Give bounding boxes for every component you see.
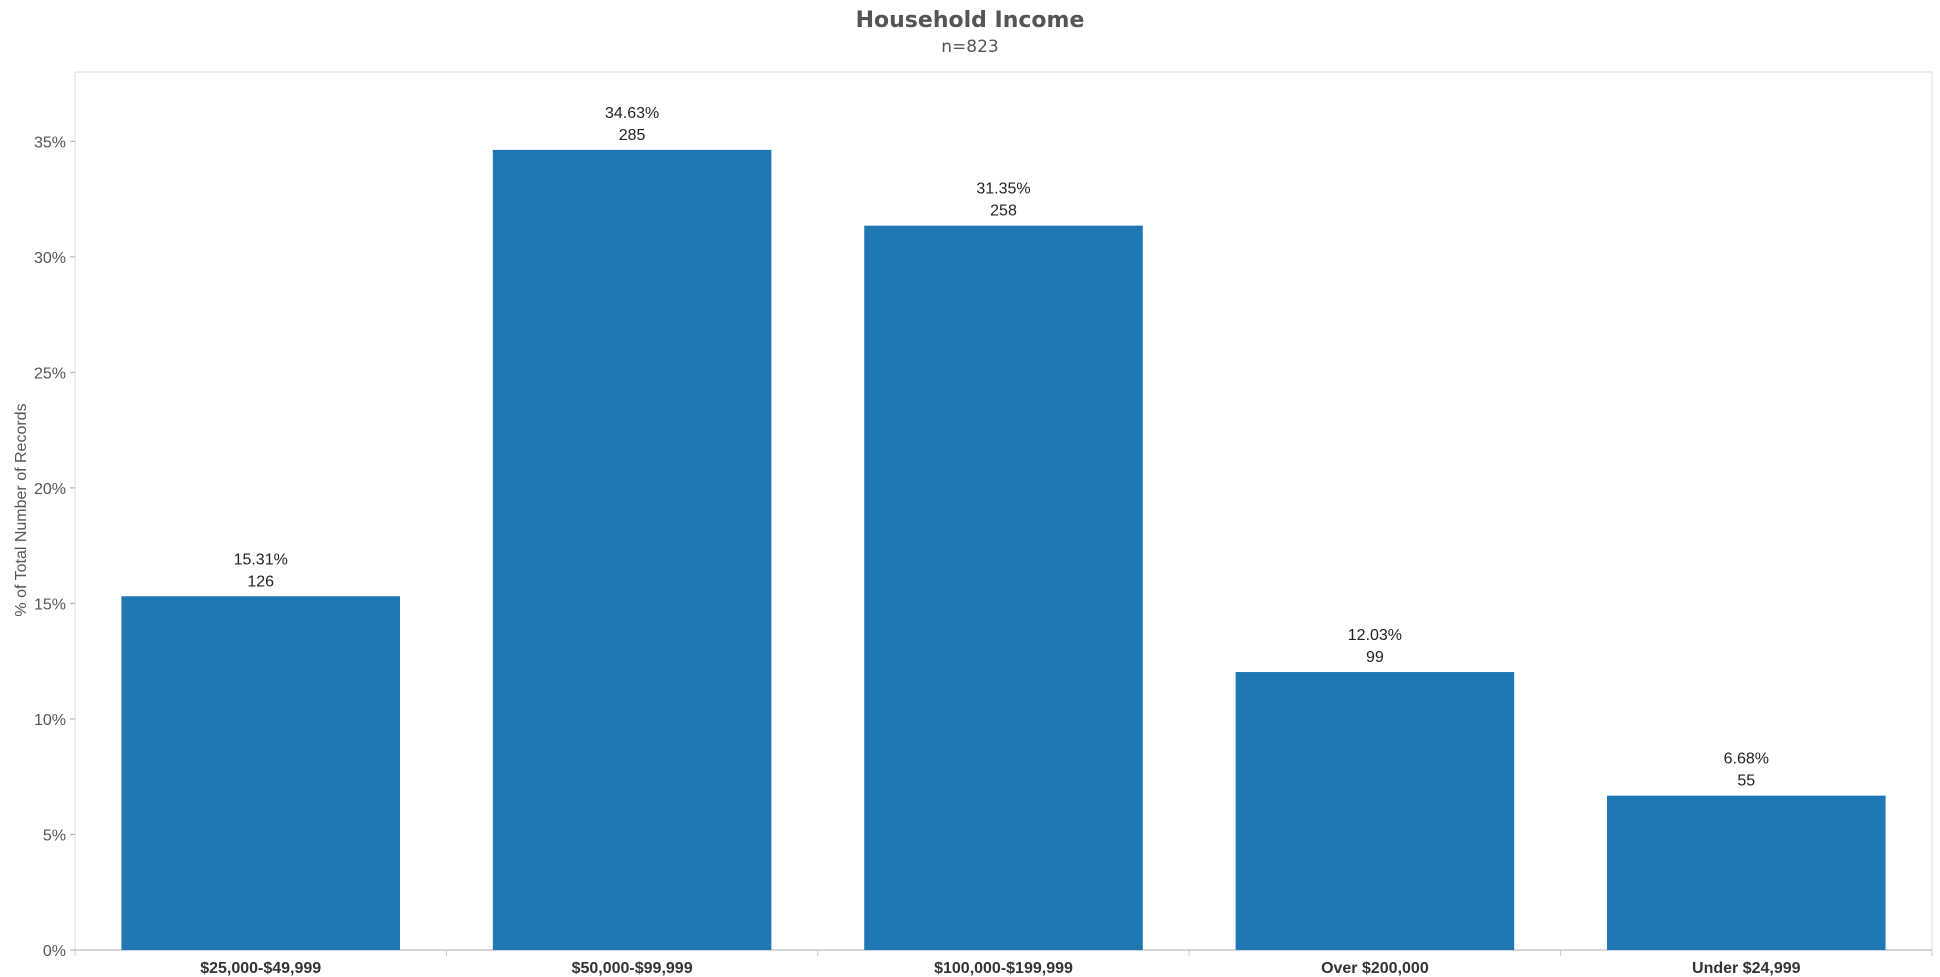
bar-count-label: 285 [619, 127, 646, 144]
bars [121, 149, 1886, 950]
x-category-label: Under $24,999 [1692, 960, 1801, 977]
bar-percent-label: 12.03% [1348, 627, 1402, 644]
chart-subtitle: n=823 [941, 37, 999, 57]
bar-count-label: 55 [1737, 773, 1755, 790]
chart-header: Household Income n=823 [0, 6, 1940, 58]
x-category-label: $50,000-$99,999 [572, 960, 693, 977]
y-tick-label: 25% [34, 365, 66, 382]
chart-title: Household Income [855, 8, 1085, 33]
bar [864, 225, 1143, 950]
y-axis: 0% 5% 10% 15% 20% 25% 30% 35% [34, 134, 75, 960]
bar-count-label: 126 [247, 573, 274, 590]
x-category-label: $100,000-$199,999 [934, 960, 1073, 977]
y-tick-label: 35% [34, 134, 66, 151]
bar [121, 596, 400, 950]
y-tick-label: 5% [43, 827, 66, 844]
bar [1235, 672, 1515, 950]
bar-percent-label: 34.63% [605, 105, 659, 122]
x-axis: $25,000-$49,999 $50,000-$99,999 $100,000-$… [74, 950, 1933, 977]
bar [492, 149, 772, 950]
y-tick-label: 15% [34, 596, 66, 613]
y-tick-label: 10% [34, 712, 66, 729]
x-category-label: $25,000-$49,999 [200, 960, 321, 977]
data-labels: 15.31% 126 34.63% 285 31.35% 258 12.03% 99 6.68%… [234, 105, 1769, 790]
y-axis-title: % of Total Number of Records [13, 403, 30, 616]
bar [1607, 795, 1886, 950]
bar-count-label: 99 [1366, 649, 1384, 666]
y-tick-label: 20% [34, 481, 66, 498]
x-category-label: Over $200,000 [1321, 960, 1429, 977]
y-tick-label: 0% [43, 943, 66, 960]
bar-percent-label: 6.68% [1724, 751, 1769, 768]
bar-percent-label: 15.31% [234, 551, 288, 568]
bar-count-label: 258 [990, 203, 1017, 220]
bar-percent-label: 31.35% [976, 181, 1030, 198]
y-tick-label: 30% [34, 250, 66, 267]
